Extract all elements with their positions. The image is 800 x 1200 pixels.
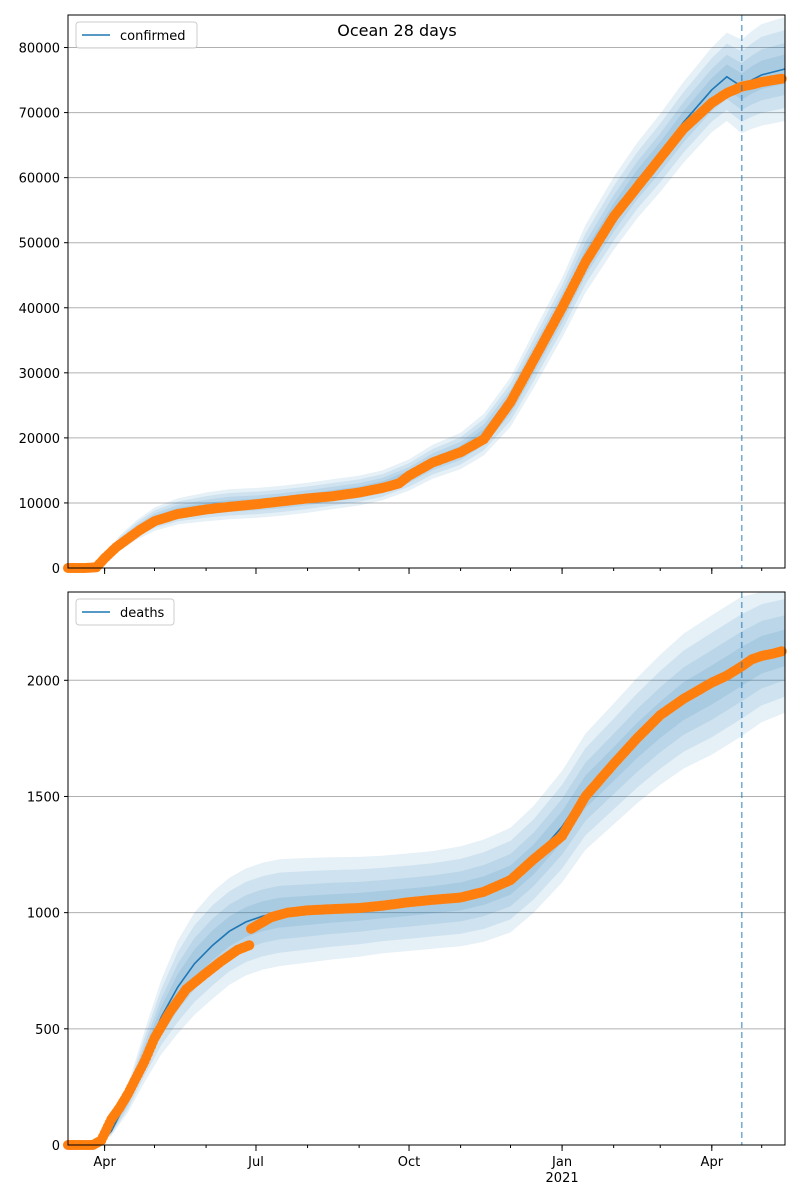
uncertainty-band [68, 599, 785, 1145]
uncertainty-band [68, 17, 785, 568]
observed-point [776, 73, 787, 84]
observed-point [244, 940, 255, 951]
chart-title: Ocean 28 days [337, 21, 456, 40]
y-tick-label: 70000 [19, 107, 60, 122]
y-tick-label: 10000 [19, 497, 60, 512]
y-tick-label: 2000 [27, 674, 60, 689]
legend-label: confirmed [120, 29, 186, 44]
uncertainty-band [68, 615, 785, 1145]
x-tick-label: Apr [93, 1155, 116, 1170]
observed-points [63, 73, 787, 573]
y-tick-label: 50000 [19, 237, 60, 252]
x-tick-label: Oct [398, 1155, 420, 1170]
legend: deaths [75, 598, 175, 626]
uncertainty-band [68, 592, 785, 1145]
legend-box [75, 598, 175, 626]
legend-label: deaths [120, 606, 165, 621]
x-tick-label: Jan [551, 1155, 572, 1170]
x-tick-sublabel: 2021 [546, 1171, 579, 1186]
uncertainty-band [68, 629, 785, 1145]
y-tick-label: 20000 [19, 432, 60, 447]
legend: confirmed [75, 21, 198, 49]
x-tick-label: Apr [701, 1155, 724, 1170]
y-tick-label: 500 [35, 1023, 60, 1038]
observed-point [776, 646, 787, 657]
y-tick-label: 1500 [27, 790, 60, 805]
y-tick-label: 80000 [19, 42, 60, 57]
confirmed-panel: 0 10000 20000 30000 40000 50000 60000 70000 8000… [19, 14, 787, 577]
y-tick-label: 40000 [19, 302, 60, 317]
legend-box [75, 21, 198, 49]
plot-frame [67, 591, 786, 1146]
y-tick-label: 0 [52, 562, 60, 577]
y-tick-label: 1000 [27, 907, 60, 922]
y-tick-label: 0 [52, 1139, 60, 1154]
y-tick-label: 60000 [19, 172, 60, 187]
plot-frame [67, 14, 786, 569]
y-tick-label: 30000 [19, 367, 60, 382]
x-tick-label: Jul [247, 1155, 264, 1170]
